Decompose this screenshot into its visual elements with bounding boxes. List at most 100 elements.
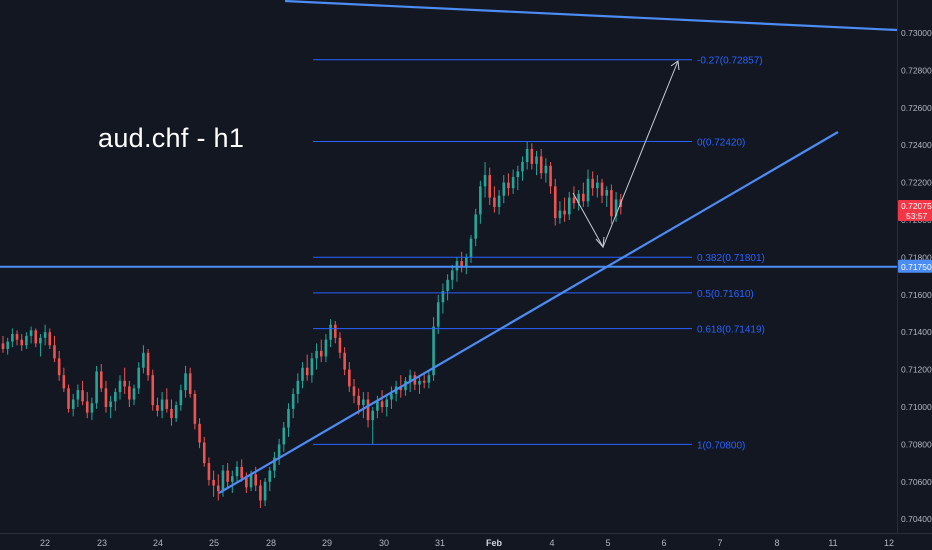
price-tick-label: 0.70600 — [901, 477, 932, 487]
projection-arrow[interactable] — [572, 60, 679, 249]
candle-body — [371, 410, 375, 421]
candle-body — [287, 408, 290, 428]
time-tick-label: 29 — [322, 538, 332, 548]
candle-body — [207, 463, 211, 480]
level-price-badge — [898, 259, 932, 273]
time-tick-label: 4 — [549, 538, 554, 548]
descending-trendline[interactable] — [284, 0, 898, 32]
candle-body — [109, 401, 112, 407]
candle-body — [114, 392, 117, 402]
candle-body — [348, 369, 351, 387]
candle-body — [240, 466, 243, 479]
candle-body — [535, 156, 538, 164]
arrow-head-up — [670, 60, 680, 71]
candle-body — [460, 261, 463, 267]
candle-body — [123, 380, 126, 387]
candle-body — [221, 470, 225, 492]
fib-level-label: 0.618(0.71419) — [697, 325, 765, 336]
candle-body — [20, 339, 24, 346]
candle-body — [15, 334, 19, 340]
time-axis[interactable]: 22 23 24 25 28 29 30 31 Feb 4 5 6 7 8 11 12 — [0, 533, 932, 550]
candle-body — [427, 375, 431, 383]
price-tick-label: 0.71600 — [901, 290, 932, 300]
candle-body — [296, 380, 300, 394]
candle-body — [507, 182, 510, 189]
candle-body — [216, 485, 220, 492]
candle-body — [11, 334, 14, 342]
candle-body — [263, 481, 267, 501]
candle-body — [366, 399, 370, 421]
candle-body — [212, 479, 215, 486]
candle-body — [193, 393, 197, 424]
candle-body — [53, 345, 56, 359]
candle-body — [610, 190, 613, 217]
candle-body — [324, 339, 328, 357]
candle-body — [525, 148, 529, 163]
time-tick-label: 22 — [40, 538, 50, 548]
price-tick-label: 0.70800 — [901, 439, 932, 449]
candle-body — [170, 408, 173, 419]
candle-body — [582, 193, 585, 202]
candle-body — [34, 330, 38, 344]
candle-body — [310, 358, 314, 376]
price-tick-label: 0.73000 — [901, 28, 932, 38]
candle-body — [132, 388, 136, 400]
candle-body — [301, 367, 304, 381]
candle-body — [76, 390, 80, 400]
candle-body — [160, 399, 164, 411]
candle-body — [128, 386, 131, 400]
candle-body — [343, 352, 346, 370]
fib-retracement[interactable]: -0.27(0.72857) 0(0.72420) 0.382(0.71801) 0.… — [313, 56, 765, 452]
time-tick-label: 23 — [97, 538, 107, 548]
time-tick-label: 25 — [209, 538, 219, 548]
candle-body — [338, 337, 342, 353]
candle-body — [165, 399, 169, 409]
candle-body — [469, 238, 473, 258]
candle-body — [493, 197, 496, 207]
candle-body — [418, 380, 421, 385]
time-tick-label: 31 — [435, 538, 445, 548]
candle-body — [399, 386, 403, 391]
candle-body — [99, 371, 103, 389]
candle-body — [380, 401, 384, 407]
price-tick-label: 0.72200 — [901, 178, 932, 188]
fib-level-label: 0(0.72420) — [697, 137, 745, 148]
drawn-lines[interactable] — [0, 0, 898, 494]
fib-level-label: 0.382(0.71801) — [697, 253, 765, 264]
time-tick-label: 12 — [884, 538, 894, 548]
candle-body — [530, 148, 534, 164]
candle-body — [567, 197, 571, 215]
candle-body — [614, 199, 618, 217]
candle-body — [259, 485, 262, 501]
candle-body — [188, 373, 192, 394]
time-tick-label: 7 — [717, 538, 722, 548]
candle-body — [376, 401, 379, 411]
candle-body — [156, 405, 159, 411]
candle-body — [249, 474, 253, 488]
candle-body — [549, 165, 552, 187]
candle-body — [268, 470, 272, 482]
candle-body — [465, 257, 468, 267]
time-tick-label: 30 — [379, 538, 389, 548]
candle-body — [511, 176, 515, 189]
candle-body — [577, 193, 580, 204]
ascending-trendline[interactable] — [218, 131, 839, 494]
price-tick-label: 0.72800 — [901, 65, 932, 75]
candle-body — [544, 165, 548, 174]
candle-body — [329, 324, 332, 340]
candle-body — [277, 444, 281, 458]
candle-body — [572, 197, 576, 204]
level-price-label: 0.71750 — [901, 262, 932, 272]
time-tick-label: 8 — [774, 538, 779, 548]
current-price-badge — [898, 199, 932, 221]
candle-body — [333, 324, 337, 338]
candle-body — [146, 352, 150, 376]
candle-body — [179, 390, 183, 406]
time-tick-label: 28 — [266, 538, 276, 548]
candle-body — [142, 352, 145, 368]
price-axis[interactable]: 0.73000 0.72800 0.72600 0.72400 0.72200 0.720… — [897, 0, 932, 550]
time-tick-label: 5 — [605, 538, 610, 548]
candle-body — [315, 350, 318, 359]
candle-body — [474, 214, 477, 239]
